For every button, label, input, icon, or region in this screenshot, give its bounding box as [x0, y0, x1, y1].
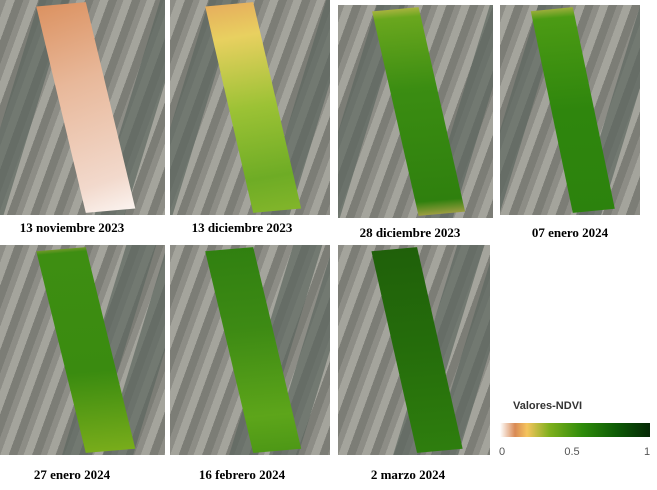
date-label: 13 noviembre 2023 — [19, 220, 125, 235]
legend-tick: 1 — [643, 446, 651, 458]
legend-tick: 0 — [498, 446, 506, 458]
ndvi-map-6 — [170, 245, 330, 455]
ndvi-color-scale — [500, 423, 650, 437]
date-label: 27 enero 2024 — [33, 467, 111, 482]
ndvi-map-5 — [0, 245, 165, 455]
date-label: 16 febrero 2024 — [198, 467, 286, 482]
ndvi-map-4 — [500, 5, 640, 215]
ndvi-map-7 — [338, 245, 490, 455]
ndvi-map-2 — [170, 0, 330, 215]
legend-title: Valores-NDVI — [513, 400, 583, 412]
date-label: 2 marzo 2024 — [370, 467, 446, 482]
date-label: 28 diciembre 2023 — [359, 225, 461, 240]
date-label: 13 diciembre 2023 — [191, 220, 293, 235]
date-label: 07 enero 2024 — [531, 225, 609, 240]
legend-tick: 0.5 — [564, 446, 580, 458]
ndvi-map-1 — [0, 0, 165, 215]
ndvi-map-3 — [338, 5, 493, 218]
